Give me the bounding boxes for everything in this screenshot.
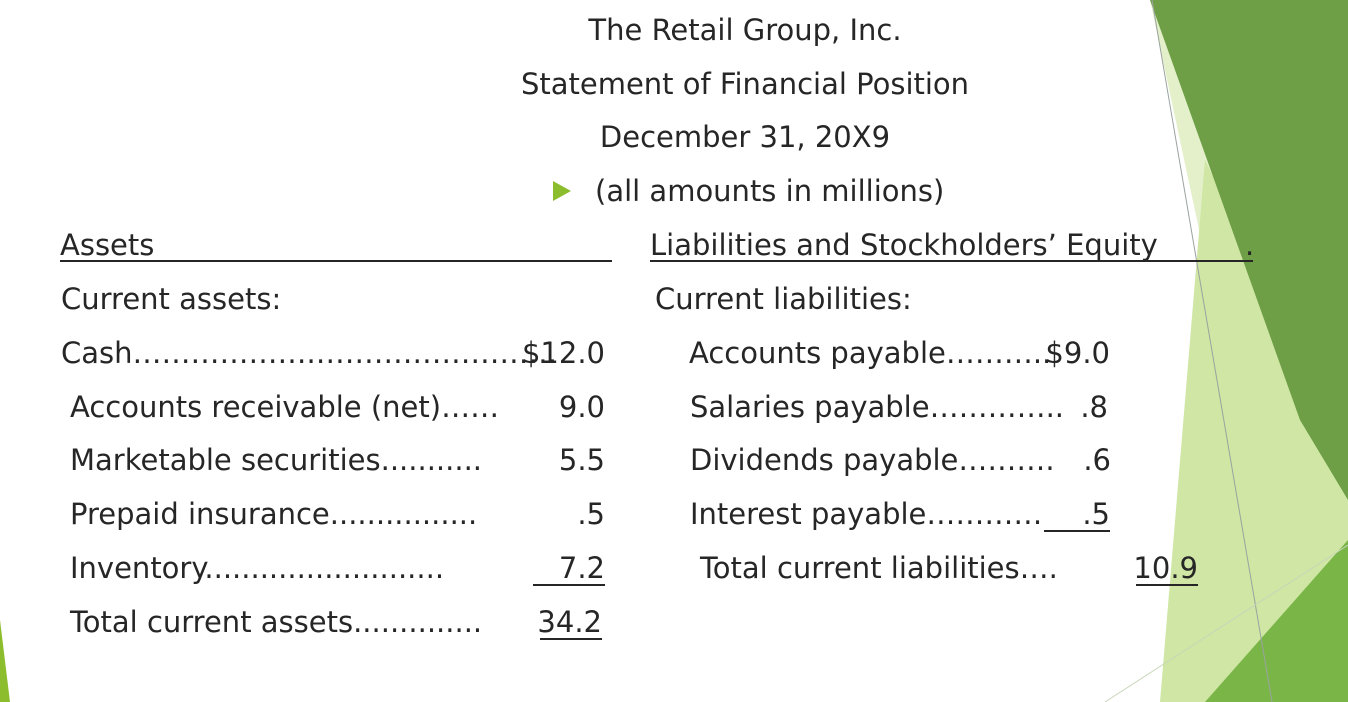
liabilities-heading-rule xyxy=(650,260,1253,262)
decor-light-wedge xyxy=(1150,0,1348,702)
company-name: The Retail Group, Inc. xyxy=(588,13,902,47)
total-assets-underline xyxy=(540,638,602,640)
liability-value-salaries-payable: .8 xyxy=(1080,390,1108,424)
liability-value-dividends-payable: .6 xyxy=(1083,443,1111,477)
liability-label-dividends-payable: Dividends payable………. xyxy=(690,443,1055,477)
play-triangle-icon xyxy=(553,181,571,201)
asset-label-securities: Marketable securities........... xyxy=(70,443,483,477)
total-assets-value: 34.2 xyxy=(537,605,602,639)
asset-label-inventory: Inventory.......................... xyxy=(70,551,445,585)
inventory-underline xyxy=(533,584,605,586)
liability-label-salaries-payable: Salaries payable………….. xyxy=(690,390,1065,424)
asset-value-inventory: 7.2 xyxy=(558,551,605,585)
asset-label-prepaid: Prepaid insurance................ xyxy=(70,497,478,531)
current-assets-label: Current assets: xyxy=(61,282,282,316)
liability-value-accounts-payable: $9.0 xyxy=(1045,336,1110,370)
asset-value-securities: 5.5 xyxy=(558,443,605,477)
total-liabilities-underline xyxy=(1136,584,1198,586)
asset-label-cash: Cash……………….……………………. xyxy=(61,336,557,370)
total-assets-label: Total current assets.............. xyxy=(70,605,483,639)
asset-value-receivable: 9.0 xyxy=(558,390,605,424)
liabilities-heading-tail: . xyxy=(1245,228,1255,262)
total-liabilities-label: Total current liabilities…. xyxy=(700,551,1058,585)
decor-left-sliver xyxy=(0,620,10,702)
liability-value-interest-payable: .5 xyxy=(1082,497,1110,531)
statement-date: December 31, 20X9 xyxy=(599,120,891,154)
liability-label-accounts-payable: Accounts payable……….. xyxy=(689,336,1052,370)
amounts-note: (all amounts in millions) xyxy=(595,174,945,208)
assets-heading-rule xyxy=(60,260,612,262)
decor-thin-line-1 xyxy=(1151,0,1273,702)
statement-title: Statement of Financial Position xyxy=(520,67,970,101)
liabilities-heading: Liabilities and Stockholders’ Equity xyxy=(650,228,1158,262)
current-liabilities-label: Current liabilities: xyxy=(655,282,912,316)
assets-heading: Assets xyxy=(60,228,155,262)
asset-label-receivable: Accounts receivable (net)…… xyxy=(70,390,500,424)
total-liabilities-value: 10.9 xyxy=(1133,551,1198,585)
interest-payable-underline xyxy=(1044,530,1110,532)
asset-value-cash: $12.0 xyxy=(521,336,605,370)
decor-green-corner xyxy=(1205,540,1348,702)
asset-value-prepaid: .5 xyxy=(577,497,605,531)
liability-label-interest-payable: Interest payable………… xyxy=(690,497,1043,531)
